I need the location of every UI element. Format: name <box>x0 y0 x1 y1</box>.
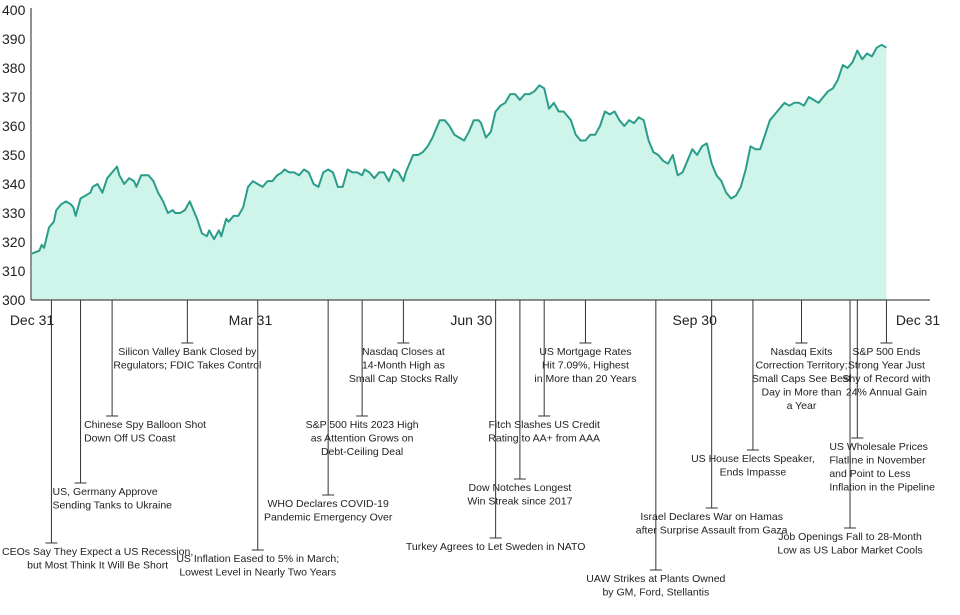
annotation: Israel Declares War on Hamas after Surpri… <box>636 300 788 537</box>
annotation: US Wholesale Prices Flatline in November a… <box>829 300 935 494</box>
annotation-label: Fitch Slashes US Credit Rating to AA+ fro… <box>488 419 600 445</box>
annotation: Nasdaq Closes at 14-Month High as Small Ca… <box>349 300 459 385</box>
annotation-label: Israel Declares War on Hamas after Surpri… <box>636 511 788 537</box>
annotation-label: UAW Strikes at Plants Owned by GM, Ford, … <box>586 573 725 599</box>
annotation: US Inflation Eased to 5% in March; Lowest… <box>176 300 339 579</box>
annotation-label: Silicon Valley Bank Closed by Regulators;… <box>113 346 261 372</box>
x-tick-label: Dec 31 <box>10 312 55 328</box>
annotation: UAW Strikes at Plants Owned by GM, Ford, … <box>586 300 726 599</box>
y-tick-label: 400 <box>2 2 26 18</box>
annotation: Silicon Valley Bank Closed by Regulators;… <box>113 300 261 372</box>
annotation-label: Nasdaq Closes at 14-Month High as Small Ca… <box>349 346 459 385</box>
x-tick-label: Dec 31 <box>896 312 941 328</box>
annotation-label: Job Openings Fall to 28-Month Low as US L… <box>777 531 922 557</box>
annotation-label: US Inflation Eased to 5% in March; Lowest… <box>176 553 339 579</box>
annotation-label: US, Germany Approve Sending Tanks to Ukra… <box>53 486 173 512</box>
y-tick-label: 380 <box>2 60 26 76</box>
annotation-label: US Mortgage Rates Hit 7.09%, Highest in Mo… <box>534 346 636 385</box>
annotation: Dow Notches Longest Win Streak since 2017 <box>467 300 573 508</box>
y-tick-label: 300 <box>2 292 26 308</box>
annotation: Chinese Spy Balloon Shot Down Off US Coas… <box>84 300 206 445</box>
annotation-label: CEOs Say They Expect a US Recession, but … <box>2 546 193 572</box>
annotation: Fitch Slashes US Credit Rating to AA+ fro… <box>488 300 600 445</box>
y-tick-label: 320 <box>2 234 26 250</box>
y-tick-label: 350 <box>2 147 26 163</box>
annotation: CEOs Say They Expect a US Recession, but … <box>2 300 193 572</box>
y-tick-label: 360 <box>2 118 26 134</box>
y-tick-label: 330 <box>2 205 26 221</box>
y-tick-label: 390 <box>2 31 26 47</box>
annotation: S&P 500 Ends Strong Year Just Shy of Recor… <box>842 300 931 399</box>
y-tick-label: 340 <box>2 176 26 192</box>
x-tick-label: Sep 30 <box>672 312 717 328</box>
annotation-label: Dow Notches Longest Win Streak since 2017 <box>467 482 572 508</box>
annotation: S&P 500 Hits 2023 High as Attention Grows… <box>306 300 419 458</box>
plot-area <box>31 43 887 300</box>
annotation-label: S&P 500 Hits 2023 High as Attention Grows… <box>306 419 419 458</box>
annotation-label: Chinese Spy Balloon Shot Down Off US Coas… <box>84 419 206 445</box>
x-tick-label: Jun 30 <box>450 312 492 328</box>
y-axis: 300 310 320 330 340 350 360 370 380 390 400 <box>2 2 32 308</box>
annotations: CEOs Say They Expect a US Recession, but … <box>2 300 935 599</box>
y-tick-label: 310 <box>2 263 26 279</box>
annotation: Turkey Agrees to Let Sweden in NATO <box>406 300 586 553</box>
annotation-label: US Wholesale Prices Flatline in November a… <box>829 441 935 494</box>
annotation-label: Nasdaq Exits Correction Territory; Small C… <box>752 346 851 412</box>
x-tick-label: Mar 31 <box>229 312 273 328</box>
series-line <box>31 43 887 255</box>
annotation: WHO Declares COVID-19 Pandemic Emergency … <box>264 300 393 524</box>
annotation: US Mortgage Rates Hit 7.09%, Highest in Mo… <box>534 300 637 385</box>
annotation: Nasdaq Exits Correction Territory; Small C… <box>752 300 851 412</box>
annotation-label: S&P 500 Ends Strong Year Just Shy of Recor… <box>842 346 930 399</box>
annotation-label: Turkey Agrees to Let Sweden in NATO <box>406 541 586 553</box>
annotation-label: US House Elects Speaker, Ends Impasse <box>691 453 815 479</box>
x-axis: Dec 31 Mar 31 Jun 30 Sep 30 Dec 31 <box>10 299 941 328</box>
series-area <box>32 44 887 300</box>
y-tick-label: 370 <box>2 89 26 105</box>
annotation: US, Germany Approve Sending Tanks to Ukra… <box>53 300 173 512</box>
annotation: US House Elects Speaker, Ends Impasse <box>691 300 815 479</box>
annotation: Job Openings Fall to 28-Month Low as US L… <box>777 300 923 557</box>
annotation-label: WHO Declares COVID-19 Pandemic Emergency … <box>264 498 393 524</box>
